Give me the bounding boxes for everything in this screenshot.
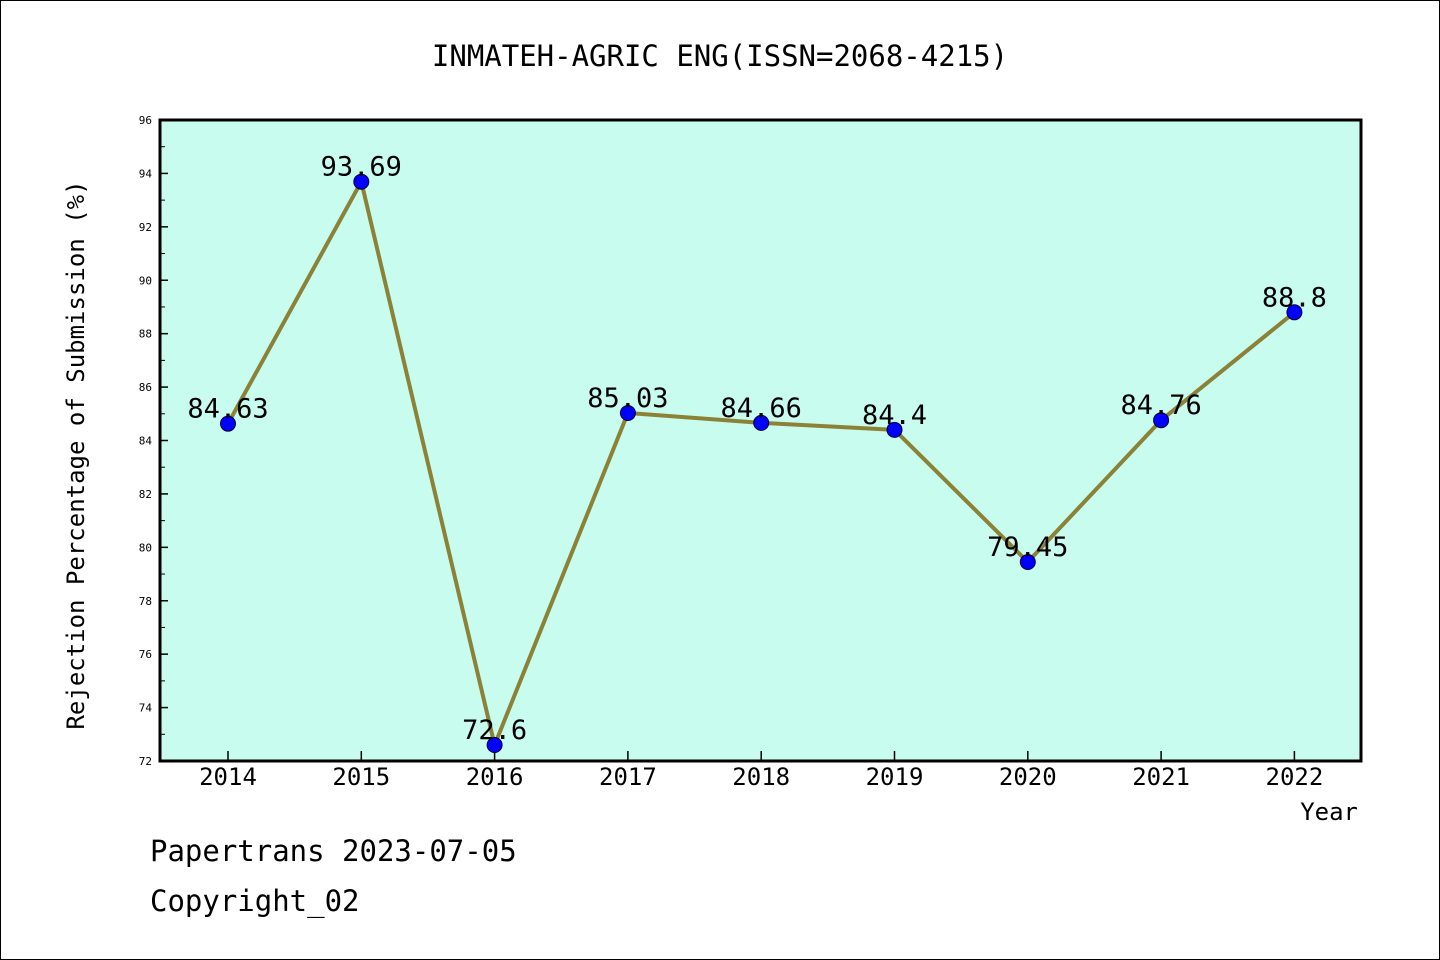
footer-copyright: Copyright_02 [150, 884, 360, 918]
y-tick-label: 86 [139, 381, 152, 394]
y-axis: 72 74 76 78 80 82 84 86 88 90 92 94 96 [139, 114, 168, 768]
data-point [1286, 304, 1303, 321]
data-labels: 84.63 93.69 72.6 85.03 84.66 84.4 79.45 84.76 88… [187, 152, 1327, 746]
x-tick-label: 2021 [1132, 763, 1190, 791]
x-tick-label: 2016 [466, 763, 524, 791]
y-tick-label: 92 [139, 221, 152, 234]
y-tick-label: 96 [139, 114, 152, 127]
x-tick-label: 2017 [599, 763, 657, 791]
y-axis-label: Rejection Percentage of Submission (%) [62, 180, 90, 729]
footer-date: Papertrans 2023-07-05 [150, 834, 517, 868]
y-tick-label: 82 [139, 488, 152, 501]
y-tick-label: 88 [139, 328, 152, 341]
x-tick-label: 2014 [199, 763, 257, 791]
data-label: 84.4 [862, 400, 927, 431]
data-point [353, 173, 370, 190]
y-tick-label: 74 [139, 702, 153, 715]
y-tick-label: 72 [139, 755, 152, 768]
data-label: 85.03 [587, 383, 668, 414]
y-tick-label: 76 [139, 648, 152, 661]
x-tick-label: 2019 [866, 763, 924, 791]
data-label: 88.8 [1262, 282, 1327, 313]
x-tick-label: 2018 [732, 763, 790, 791]
data-point [753, 414, 770, 431]
data-point [486, 736, 503, 753]
data-label: 79.45 [987, 532, 1068, 563]
plot-area [158, 118, 1363, 763]
data-point [220, 415, 236, 432]
y-tick-label: 90 [139, 274, 152, 287]
x-tick-label: 2015 [332, 763, 390, 791]
x-axis-label: Year [1300, 798, 1358, 826]
chart-title: INMATEH-AGRIC ENG(ISSN=2068-4215) [432, 39, 1008, 73]
y-tick-label: 78 [139, 595, 152, 608]
data-label: 93.69 [321, 152, 402, 183]
y-tick-label: 80 [139, 541, 152, 554]
x-tick-label: 2020 [999, 763, 1057, 791]
y-tick-label: 94 [139, 167, 153, 180]
data-point [886, 421, 903, 438]
series [220, 173, 1303, 753]
data-label: 84.76 [1120, 390, 1201, 421]
data-point [1019, 554, 1036, 571]
data-point [1153, 412, 1170, 429]
x-axis: 2014 2015 2016 2017 2018 2019 2020 2021 2022 [199, 751, 1323, 791]
data-label: 84.66 [721, 393, 802, 424]
x-tick-label: 2022 [1266, 763, 1324, 791]
data-label: 84.63 [187, 394, 268, 425]
y-tick-label: 84 [139, 435, 153, 448]
data-label: 72.6 [462, 715, 527, 746]
data-point [619, 404, 636, 421]
